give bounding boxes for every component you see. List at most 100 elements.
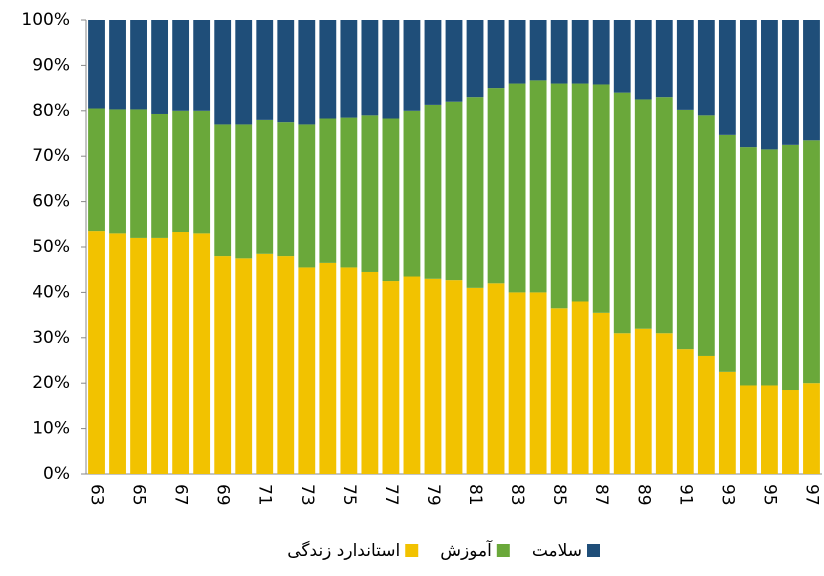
bar-segment [782, 390, 799, 474]
x-tick-label: 73 [297, 484, 317, 506]
bar-segment [403, 276, 421, 474]
bar-segment [130, 20, 147, 110]
bar-segment [88, 20, 105, 109]
bar-segment [529, 20, 547, 81]
bar-segment [298, 20, 316, 125]
y-tick-label: 100% [21, 10, 70, 30]
bar-segment [382, 20, 400, 119]
bar-segment [697, 115, 715, 356]
bar-segment [445, 20, 463, 102]
bar-segment [508, 20, 526, 84]
bar-segment [382, 118, 400, 282]
legend-swatch [405, 544, 419, 557]
x-tick-label: 97 [801, 484, 821, 506]
bar-segment [718, 134, 736, 372]
y-tick-label: 80% [32, 101, 70, 121]
bar-segment [676, 349, 694, 474]
bar-segment [340, 117, 358, 268]
bar-segment [550, 308, 568, 474]
x-tick-label: 85 [549, 484, 569, 506]
bar-segment [697, 355, 715, 474]
x-tick-label: 69 [213, 484, 233, 506]
bar-segment [676, 20, 694, 110]
legend-label: سلامت [532, 541, 582, 561]
bar-segment [277, 122, 295, 257]
bar-segment [466, 20, 484, 98]
y-tick-label: 60% [32, 192, 70, 212]
bar-segment [782, 20, 799, 145]
x-tick-label: 71 [255, 484, 275, 506]
y-tick-label: 20% [32, 373, 70, 393]
bar-segment [676, 109, 694, 350]
bar-segment [613, 333, 631, 474]
bar-segment [361, 115, 379, 272]
bar-segment [172, 20, 190, 111]
y-tick-label: 70% [32, 146, 70, 166]
x-tick-label: 83 [507, 484, 527, 506]
bar-segment [256, 119, 274, 254]
bar-segment [319, 262, 337, 474]
bar-segment [424, 20, 442, 105]
x-tick-label: 81 [465, 484, 485, 506]
bar-segment [782, 144, 799, 391]
bar-segment [655, 333, 673, 474]
bar-segment [571, 20, 589, 84]
bar-segment [130, 237, 147, 474]
bar-segment [214, 256, 232, 474]
y-tick-label: 50% [32, 237, 70, 257]
bar-segment [172, 232, 190, 474]
bar-segment [193, 233, 211, 474]
legend-swatch [587, 544, 600, 557]
bar-segment [361, 271, 379, 474]
bar-segment [803, 383, 820, 474]
bar-segment [803, 20, 820, 141]
bar-segment [445, 280, 463, 474]
legend-label: آموزش [440, 539, 493, 561]
x-tick-label: 77 [381, 484, 401, 506]
bar-segment [109, 233, 126, 474]
y-tick-label: 40% [32, 282, 70, 302]
bar-segment [277, 20, 295, 123]
bar-segment [151, 20, 169, 114]
bar-segment [803, 140, 820, 384]
bar-segment [445, 101, 463, 281]
bar-segment [109, 109, 126, 234]
bar-segment [655, 97, 673, 334]
bar-segment [319, 118, 337, 263]
bar-segment [529, 292, 547, 474]
bar-segment [424, 278, 442, 474]
bar-segment [550, 83, 568, 309]
bar-segment [761, 385, 778, 474]
bar-segment [550, 20, 568, 84]
bar-segment [571, 301, 589, 474]
bar-segment [508, 292, 526, 474]
bar-segment [466, 97, 484, 288]
bar-segment [487, 20, 505, 89]
bar-segment [361, 20, 379, 116]
bar-segment [487, 88, 505, 284]
x-tick-label: 87 [591, 484, 611, 506]
bar-segment [761, 149, 778, 386]
bar-segment [592, 84, 610, 313]
legend: سلامت آموزش استاندارد زندگی [287, 539, 600, 561]
bar-segment [718, 20, 736, 135]
x-tick-label: 79 [423, 484, 443, 506]
bar-segment [298, 267, 316, 474]
bar-segment [235, 258, 253, 474]
bar-segment [739, 20, 757, 148]
bar-segment [634, 20, 652, 100]
bar-segment [256, 20, 274, 120]
bar-segment [151, 237, 169, 474]
bar-segment [214, 20, 232, 125]
bar-segment [592, 20, 610, 85]
bar-segment [634, 99, 652, 329]
x-tick-label: 91 [675, 484, 695, 506]
bar-segment [340, 267, 358, 474]
x-tick-label: 65 [129, 484, 149, 506]
legend-label: استاندارد زندگی [287, 540, 400, 561]
bar-segment [739, 147, 757, 386]
bar-segment [697, 20, 715, 116]
bar-segment [214, 124, 232, 257]
bar-segment [487, 283, 505, 474]
